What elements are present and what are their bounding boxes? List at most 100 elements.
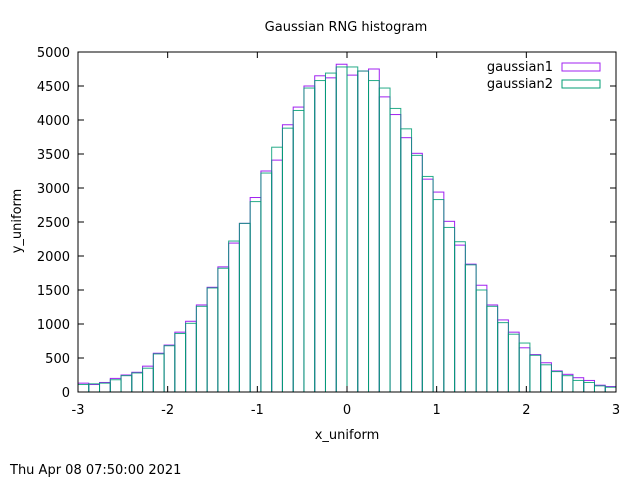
bar-gaussian2 [454,241,466,393]
series-gaussian2 [77,66,617,393]
bar-gaussian2 [475,289,488,393]
y-axis-label: y_uniform [10,189,25,254]
bar-gaussian2 [142,367,154,393]
bar-gaussian2 [411,154,423,393]
bar-gaussian2 [550,371,563,393]
bar-gaussian1 [454,244,466,393]
bar-gaussian1 [357,70,370,393]
bar-gaussian2 [314,80,326,393]
bar-gaussian2 [464,264,477,393]
y-tick-label: 3500 [37,148,70,163]
bar-gaussian1 [281,124,294,393]
x-axis-label: x_uniform [315,428,380,443]
bar-gaussian2 [507,333,520,393]
bar-gaussian1 [335,63,348,393]
bar-gaussian1 [152,352,165,393]
bar-gaussian1 [443,220,456,393]
bar-gaussian1 [518,347,531,393]
bar-gaussian2 [238,222,251,393]
bar-gaussian2 [120,375,133,393]
bar-gaussian2 [486,305,499,393]
bar-gaussian1 [271,159,283,393]
y-tick-label: 1000 [37,318,70,333]
bar-gaussian1 [314,75,326,393]
bar-gaussian2 [217,267,230,393]
bar-gaussian1 [217,266,230,393]
y-tick-label: 2500 [37,216,70,231]
bar-gaussian2 [260,172,273,393]
bar-gaussian1 [238,222,251,393]
bar-gaussian1 [260,170,273,393]
bar-gaussian1 [185,320,197,393]
y-tick-label: 1500 [37,284,70,299]
bar-gaussian2 [432,199,445,393]
bar-gaussian1 [389,114,402,393]
bar-gaussian2 [561,375,574,393]
bar-gaussian1 [142,365,154,393]
bar-gaussian1 [421,178,434,393]
x-tick-label: 1 [433,403,441,418]
y-tick-label: 4000 [37,114,70,129]
bar-gaussian1 [131,371,144,393]
bar-gaussian2 [99,382,111,393]
bar-gaussian1 [550,370,563,393]
legend-swatch-gaussian2 [561,79,601,89]
bar-gaussian1 [206,286,219,393]
bar-gaussian2 [174,333,187,393]
bar-gaussian1 [88,384,101,393]
y-tick-label: 4500 [37,80,70,95]
bar-gaussian1 [411,152,423,393]
bar-gaussian2 [109,379,122,393]
bar-gaussian2 [281,127,294,393]
bar-gaussian2 [131,372,144,393]
bar-gaussian2 [357,70,370,393]
bar-gaussian1 [324,77,337,393]
legend-swatch-gaussian1 [561,62,601,72]
bar-gaussian1 [475,284,488,393]
y-tick-label: 500 [45,352,70,367]
bar-gaussian2 [378,87,391,393]
bar-gaussian2 [593,385,606,393]
bar-gaussian1 [378,96,391,393]
bar-gaussian1 [507,331,520,393]
x-tick-label: -1 [251,403,264,418]
bar-gaussian2 [249,201,262,393]
bar-gaussian1 [368,68,380,393]
x-tick-label: -2 [161,403,174,418]
bar-gaussian1 [99,381,111,393]
bar-gaussian2 [583,381,595,393]
y-tick-label: 2000 [37,250,70,265]
bar-gaussian2 [389,107,402,393]
footer-timestamp: Thu Apr 08 07:50:00 2021 [10,463,182,478]
bar-gaussian2 [497,322,509,393]
x-tick-label: -3 [72,403,85,418]
bar-gaussian2 [529,354,542,393]
chart-title: Gaussian RNG histogram [265,20,428,35]
legend: gaussian1 gaussian2 [487,60,601,92]
bar-gaussian2 [346,66,359,393]
bar-gaussian2 [335,66,348,393]
bar-gaussian2 [271,146,283,393]
bar-gaussian1 [249,197,262,393]
x-tick-label: 0 [343,403,351,418]
bar-gaussian1 [195,304,208,393]
legend-label-gaussian1: gaussian1 [487,60,553,75]
bar-gaussian1 [109,377,122,393]
bar-gaussian1 [432,191,445,393]
bar-gaussian2 [400,128,413,393]
bar-gaussian1 [572,377,585,393]
bar-gaussian1 [561,373,574,393]
bar-gaussian2 [185,322,197,393]
bar-gaussian2 [572,379,585,393]
axis-ticks: -3 -2 -1 0 1 2 3 0 500 1000 1500 2000 2500 3000 3500 40… [37,46,620,418]
bar-gaussian2 [195,305,208,393]
y-tick-label: 5000 [37,46,70,61]
y-tick-label: 0 [62,386,70,401]
bar-gaussian2 [77,384,90,393]
bar-gaussian2 [88,383,101,393]
bar-gaussian2 [540,364,552,393]
bar-gaussian1 [228,242,240,393]
bar-gaussian1 [529,354,542,393]
bar-gaussian2 [518,342,531,393]
